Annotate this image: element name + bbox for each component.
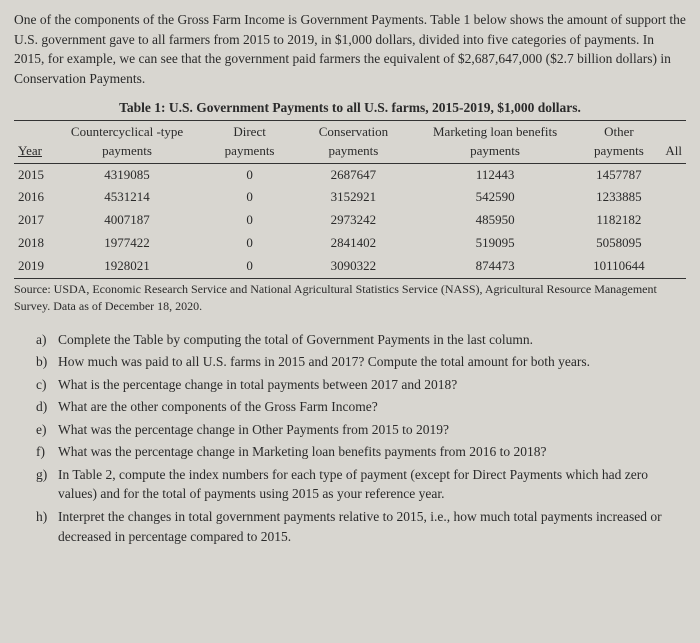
cell-mkt: 112443 — [414, 163, 577, 186]
cell-year: 2019 — [14, 255, 48, 278]
cell-mkt: 542590 — [414, 186, 577, 209]
table-row: 2016 4531214 0 3152921 542590 1233885 — [14, 186, 686, 209]
question-text: How much was paid to all U.S. farms in 2… — [58, 352, 686, 372]
cell-year: 2015 — [14, 163, 48, 186]
question-item: g) In Table 2, compute the index numbers… — [36, 465, 686, 504]
question-text: What is the percentage change in total p… — [58, 375, 686, 395]
cell-direct: 0 — [206, 232, 293, 255]
question-letter: b) — [36, 352, 58, 372]
header-direct: Direct payments — [206, 120, 293, 163]
question-text: What are the other components of the Gro… — [58, 397, 686, 417]
cell-all — [661, 255, 686, 278]
question-letter: c) — [36, 375, 58, 395]
payments-table: Year Countercyclical -type payments Dire… — [14, 120, 686, 279]
question-letter: a) — [36, 330, 58, 350]
cell-year: 2018 — [14, 232, 48, 255]
table-source: Source: USDA, Economic Research Service … — [14, 281, 686, 316]
question-text: Complete the Table by computing the tota… — [58, 330, 686, 350]
cell-direct: 0 — [206, 209, 293, 232]
header-all: All — [661, 120, 686, 163]
cell-all — [661, 186, 686, 209]
cell-cons: 2973242 — [293, 209, 414, 232]
cell-all — [661, 163, 686, 186]
cell-other: 1233885 — [576, 186, 661, 209]
intro-paragraph: One of the components of the Gross Farm … — [14, 10, 686, 88]
header-conservation: Conservation payments — [293, 120, 414, 163]
question-item: a) Complete the Table by computing the t… — [36, 330, 686, 350]
cell-year: 2016 — [14, 186, 48, 209]
cell-cons: 3090322 — [293, 255, 414, 278]
question-item: c) What is the percentage change in tota… — [36, 375, 686, 395]
table-row: 2019 1928021 0 3090322 874473 10110644 — [14, 255, 686, 278]
table-row: 2017 4007187 0 2973242 485950 1182182 — [14, 209, 686, 232]
cell-mkt: 874473 — [414, 255, 577, 278]
cell-cc: 4007187 — [48, 209, 206, 232]
question-item: b) How much was paid to all U.S. farms i… — [36, 352, 686, 372]
cell-other: 1457787 — [576, 163, 661, 186]
cell-cons: 2841402 — [293, 232, 414, 255]
question-letter: d) — [36, 397, 58, 417]
cell-direct: 0 — [206, 255, 293, 278]
question-item: f) What was the percentage change in Mar… — [36, 442, 686, 462]
cell-other: 1182182 — [576, 209, 661, 232]
cell-direct: 0 — [206, 163, 293, 186]
question-text: Interpret the changes in total governmen… — [58, 507, 686, 546]
header-marketing: Marketing loan benefits payments — [414, 120, 577, 163]
question-item: e) What was the percentage change in Oth… — [36, 420, 686, 440]
cell-cons: 2687647 — [293, 163, 414, 186]
cell-cons: 3152921 — [293, 186, 414, 209]
question-text: What was the percentage change in Market… — [58, 442, 686, 462]
cell-cc: 1928021 — [48, 255, 206, 278]
question-letter: f) — [36, 442, 58, 462]
questions-list: a) Complete the Table by computing the t… — [14, 330, 686, 547]
question-letter: e) — [36, 420, 58, 440]
cell-cc: 4319085 — [48, 163, 206, 186]
header-year: Year — [14, 120, 48, 163]
table-row: 2018 1977422 0 2841402 519095 5058095 — [14, 232, 686, 255]
cell-cc: 1977422 — [48, 232, 206, 255]
cell-other: 5058095 — [576, 232, 661, 255]
cell-direct: 0 — [206, 186, 293, 209]
cell-mkt: 485950 — [414, 209, 577, 232]
cell-all — [661, 232, 686, 255]
question-item: d) What are the other components of the … — [36, 397, 686, 417]
header-other: Other payments — [576, 120, 661, 163]
cell-other: 10110644 — [576, 255, 661, 278]
question-letter: h) — [36, 507, 58, 546]
cell-cc: 4531214 — [48, 186, 206, 209]
cell-all — [661, 209, 686, 232]
cell-mkt: 519095 — [414, 232, 577, 255]
cell-year: 2017 — [14, 209, 48, 232]
question-item: h) Interpret the changes in total govern… — [36, 507, 686, 546]
question-letter: g) — [36, 465, 58, 504]
table-row: 2015 4319085 0 2687647 112443 1457787 — [14, 163, 686, 186]
question-text: What was the percentage change in Other … — [58, 420, 686, 440]
header-countercyclical: Countercyclical -type payments — [48, 120, 206, 163]
question-text: In Table 2, compute the index numbers fo… — [58, 465, 686, 504]
table-title: Table 1: U.S. Government Payments to all… — [14, 98, 686, 118]
